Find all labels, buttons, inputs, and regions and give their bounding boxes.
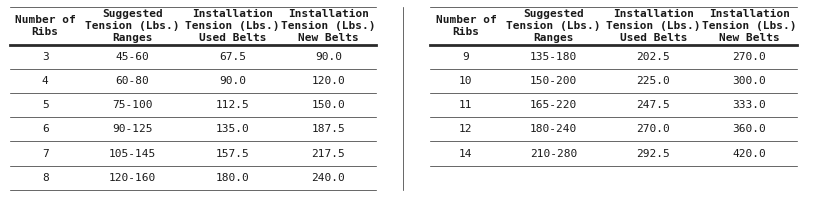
Text: 300.0: 300.0 [732,76,766,86]
Text: 270.0: 270.0 [732,52,766,62]
Text: 420.0: 420.0 [732,149,766,159]
Text: 202.5: 202.5 [636,52,670,62]
Text: 3: 3 [42,52,48,62]
Text: 90-125: 90-125 [112,124,153,134]
Text: 75-100: 75-100 [112,100,153,110]
Text: 9: 9 [462,52,469,62]
Text: 90.0: 90.0 [315,52,342,62]
Text: 14: 14 [459,149,472,159]
Text: 157.5: 157.5 [216,149,249,159]
Text: 120.0: 120.0 [312,76,345,86]
Text: 135.0: 135.0 [216,124,249,134]
Text: 7: 7 [42,149,48,159]
Text: 217.5: 217.5 [312,149,345,159]
Text: 67.5: 67.5 [219,52,246,62]
Text: 45-60: 45-60 [115,52,150,62]
Text: 4: 4 [42,76,48,86]
Text: Installation
Tension (Lbs.)
Used Belts: Installation Tension (Lbs.) Used Belts [186,9,280,43]
Text: 210-280: 210-280 [530,149,577,159]
Text: 6: 6 [42,124,48,134]
Text: Suggested
Tension (Lbs.)
Ranges: Suggested Tension (Lbs.) Ranges [85,9,180,43]
Text: 333.0: 333.0 [732,100,766,110]
Text: 225.0: 225.0 [636,76,670,86]
Text: 180-240: 180-240 [530,124,577,134]
Text: 180.0: 180.0 [216,173,249,183]
Text: Number of
Ribs: Number of Ribs [15,15,75,37]
Text: 5: 5 [42,100,48,110]
Text: 8: 8 [42,173,48,183]
Text: 11: 11 [459,100,472,110]
Text: 187.5: 187.5 [312,124,345,134]
Text: 90.0: 90.0 [219,76,246,86]
Text: 247.5: 247.5 [636,100,670,110]
Text: 270.0: 270.0 [636,124,670,134]
Text: 240.0: 240.0 [312,173,345,183]
Text: 105-145: 105-145 [109,149,156,159]
Text: 135-180: 135-180 [530,52,577,62]
Text: 165-220: 165-220 [530,100,577,110]
Text: 112.5: 112.5 [216,100,249,110]
Text: 12: 12 [459,124,472,134]
Text: 60-80: 60-80 [115,76,150,86]
Text: Installation
Tension (Lbs.)
New Belts: Installation Tension (Lbs.) New Belts [702,9,797,43]
Text: 10: 10 [459,76,472,86]
Text: Installation
Tension (Lbs.)
Used Belts: Installation Tension (Lbs.) Used Belts [606,9,701,43]
Text: 292.5: 292.5 [636,149,670,159]
Text: Number of
Ribs: Number of Ribs [436,15,497,37]
Text: 120-160: 120-160 [109,173,156,183]
Text: 150-200: 150-200 [530,76,577,86]
Text: 360.0: 360.0 [732,124,766,134]
Text: 150.0: 150.0 [312,100,345,110]
Text: Installation
Tension (Lbs.)
New Belts: Installation Tension (Lbs.) New Belts [281,9,375,43]
Text: Suggested
Tension (Lbs.)
Ranges: Suggested Tension (Lbs.) Ranges [506,9,600,43]
